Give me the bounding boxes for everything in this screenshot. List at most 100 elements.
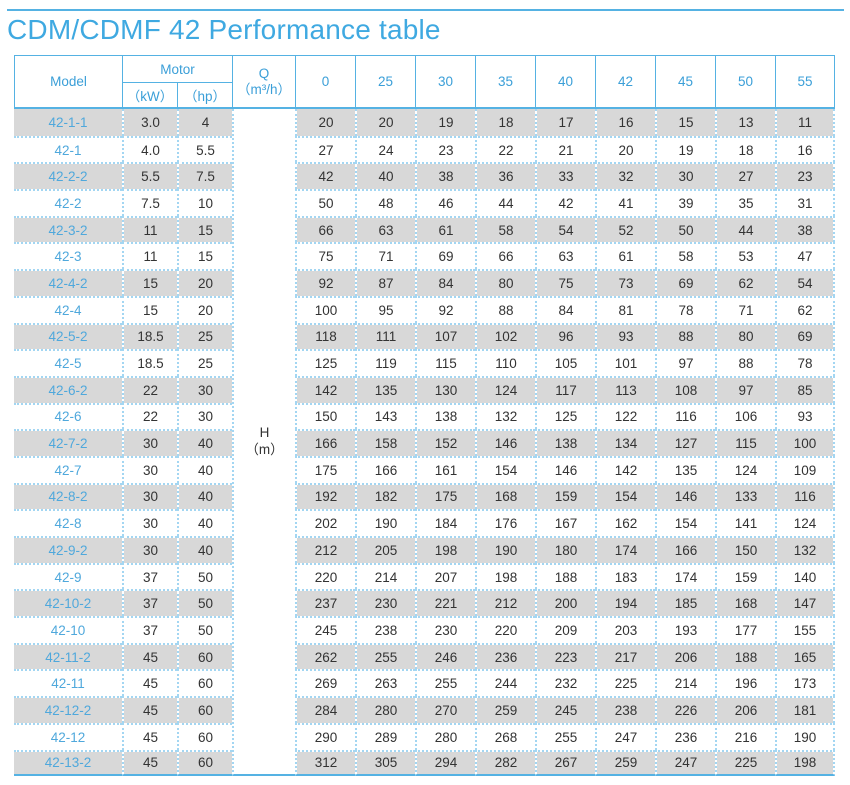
table-row: 42-6 22 30 150 143 138 132 125 122 116 106 93 bbox=[14, 402, 836, 430]
head-value-cell: 154 bbox=[475, 455, 536, 483]
head-value-cell: 223 bbox=[535, 642, 596, 670]
head-value-cell: 127 bbox=[655, 429, 716, 456]
head-value-cell: 78 bbox=[775, 349, 836, 376]
head-value-cell: 152 bbox=[415, 429, 476, 456]
head-value-cell: 135 bbox=[355, 375, 416, 403]
head-value-cell: 78 bbox=[655, 295, 716, 323]
head-value-cell: 190 bbox=[355, 509, 416, 536]
hp-cell: 50 bbox=[177, 616, 233, 643]
head-value-cell: 38 bbox=[415, 162, 476, 190]
model-cell: 42-4-2 bbox=[14, 269, 122, 296]
head-value-cell: 53 bbox=[715, 242, 776, 270]
model-cell: 42-11 bbox=[14, 669, 122, 696]
head-value-cell: 69 bbox=[415, 242, 476, 270]
head-value-cell: 214 bbox=[655, 669, 716, 697]
head-value-cell: 124 bbox=[715, 455, 776, 483]
head-value-cell: 132 bbox=[475, 402, 536, 430]
head-value-cell: 38 bbox=[775, 215, 836, 243]
head-value-cell: 125 bbox=[535, 402, 596, 430]
head-value-cell: 236 bbox=[655, 722, 716, 750]
head-value-cell: 75 bbox=[535, 269, 596, 296]
model-cell: 42-5-2 bbox=[14, 322, 122, 350]
head-value-cell: 214 bbox=[355, 562, 416, 590]
head-value-cell: 196 bbox=[715, 669, 776, 697]
model-cell: 42-1-1 bbox=[14, 109, 122, 136]
kw-cell: 18.5 bbox=[122, 349, 177, 376]
head-value-cell: 63 bbox=[535, 242, 596, 270]
table-row: 42-7-2 30 40 166 158 152 146 138 134 127 115 100 bbox=[14, 429, 836, 456]
head-value-cell: 174 bbox=[655, 562, 716, 590]
flow-header-55: 55 bbox=[775, 55, 836, 109]
head-value-cell: 269 bbox=[295, 669, 356, 697]
kw-cell: 22 bbox=[122, 402, 177, 430]
head-value-cell: 173 bbox=[775, 669, 836, 697]
head-value-cell: 168 bbox=[715, 589, 776, 617]
head-value-cell: 42 bbox=[295, 162, 356, 190]
head-value-cell: 263 bbox=[355, 669, 416, 697]
kw-cell: 30 bbox=[122, 536, 177, 563]
head-value-cell: 221 bbox=[415, 589, 476, 617]
kw-cell: 22 bbox=[122, 375, 177, 403]
head-value-cell: 110 bbox=[475, 349, 536, 376]
kw-cell: 18.5 bbox=[122, 322, 177, 350]
head-value-cell: 290 bbox=[295, 722, 356, 750]
head-value-cell: 255 bbox=[355, 642, 416, 670]
head-value-cell: 30 bbox=[655, 162, 716, 190]
hp-cell: 50 bbox=[177, 589, 233, 617]
kw-cell: 30 bbox=[122, 509, 177, 536]
head-value-cell: 36 bbox=[475, 162, 536, 190]
head-value-cell: 168 bbox=[475, 482, 536, 510]
head-value-cell: 88 bbox=[715, 349, 776, 376]
kw-cell: 45 bbox=[122, 696, 177, 723]
head-value-cell: 255 bbox=[535, 722, 596, 750]
head-value-cell: 217 bbox=[595, 642, 656, 670]
hp-cell: 30 bbox=[177, 375, 233, 403]
head-value-cell: 27 bbox=[295, 135, 356, 163]
kw-cell: 11 bbox=[122, 242, 177, 270]
head-value-cell: 147 bbox=[775, 589, 836, 617]
table-row: 42-3-2 11 15 66 63 61 58 54 52 50 44 38 bbox=[14, 215, 836, 243]
model-cell: 42-12-2 bbox=[14, 696, 122, 723]
hp-cell: 60 bbox=[177, 722, 233, 750]
head-value-cell: 80 bbox=[475, 269, 536, 296]
head-value-cell: 50 bbox=[655, 215, 716, 243]
head-value-cell: 27 bbox=[715, 162, 776, 190]
kw-cell: 15 bbox=[122, 295, 177, 323]
table-row: 42-4-2 15 20 92 87 84 80 75 73 69 62 54 bbox=[14, 269, 836, 296]
head-value-cell: 100 bbox=[775, 429, 836, 456]
hp-column-header: （hp） bbox=[177, 82, 233, 109]
head-value-cell: 154 bbox=[595, 482, 656, 510]
head-value-cell: 61 bbox=[595, 242, 656, 270]
table-row: 42-9 37 50 220 214 207 198 188 183 174 159 140 bbox=[14, 562, 836, 590]
hp-cell: 60 bbox=[177, 696, 233, 723]
head-value-cell: 52 bbox=[595, 215, 656, 243]
head-value-cell: 58 bbox=[655, 242, 716, 270]
head-value-cell: 142 bbox=[295, 375, 356, 403]
kw-cell: 37 bbox=[122, 562, 177, 590]
head-value-cell: 71 bbox=[715, 295, 776, 323]
head-value-cell: 255 bbox=[415, 669, 476, 697]
head-value-cell: 180 bbox=[535, 536, 596, 563]
head-value-cell: 84 bbox=[535, 295, 596, 323]
head-value-cell: 13 bbox=[715, 109, 776, 136]
head-value-cell: 62 bbox=[775, 295, 836, 323]
head-value-cell: 20 bbox=[595, 135, 656, 163]
header-row-2: （kW） （hp） bbox=[14, 82, 835, 109]
head-value-cell: 226 bbox=[655, 696, 716, 723]
head-unit: （m） bbox=[245, 441, 284, 457]
model-column-header: Model bbox=[14, 55, 122, 109]
head-value-cell: 46 bbox=[415, 189, 476, 216]
flow-symbol: Q bbox=[258, 65, 270, 81]
head-value-cell: 190 bbox=[475, 536, 536, 563]
head-value-cell: 244 bbox=[475, 669, 536, 697]
table-row: 42-12 45 60 290 289 280 268 255 247 236 216 190 bbox=[14, 722, 836, 750]
kw-cell: 11 bbox=[122, 215, 177, 243]
head-value-cell: 193 bbox=[655, 616, 716, 643]
head-value-cell: 202 bbox=[295, 509, 356, 536]
head-value-cell: 259 bbox=[475, 696, 536, 723]
header-row-1: Model Motor Q （m³/h） 0 25 30 35 40 42 45… bbox=[14, 55, 836, 109]
kw-cell: 4.0 bbox=[122, 135, 177, 163]
head-unit-cell: H （m） bbox=[232, 109, 296, 777]
head-value-cell: 190 bbox=[775, 722, 836, 750]
head-value-cell: 159 bbox=[535, 482, 596, 510]
